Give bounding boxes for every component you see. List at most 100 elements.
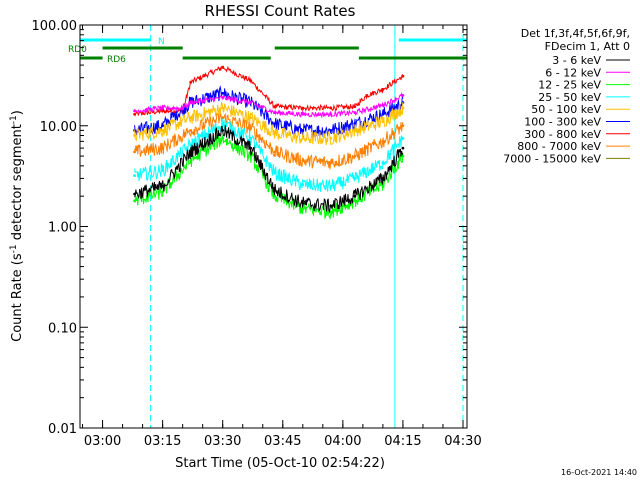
data-point	[401, 146, 405, 150]
data-point	[401, 136, 405, 140]
data-point	[301, 112, 305, 116]
x-tick-label: 04:15	[384, 434, 421, 449]
legend-label: 300 - 800 keV	[524, 128, 601, 141]
data-point	[189, 143, 193, 147]
flag-label-rd6: RD6	[107, 55, 126, 65]
series-25-50-kev	[133, 118, 405, 192]
data-point	[221, 96, 225, 100]
data-point	[381, 87, 385, 91]
data-point	[221, 136, 225, 140]
data-point	[161, 106, 165, 110]
data-point	[249, 154, 253, 158]
data-point	[133, 174, 137, 178]
x-tick-label: 03:30	[204, 434, 241, 449]
data-point	[221, 91, 225, 95]
data-point	[249, 116, 253, 120]
data-point	[221, 106, 225, 110]
legend-label: 6 - 12 keV	[545, 66, 601, 79]
footer-timestamp: 16-Oct-2021 14:40	[561, 468, 637, 477]
data-point	[329, 185, 333, 188]
y-tick-label: 0.01	[48, 422, 77, 437]
data-point	[401, 154, 405, 158]
series-line	[134, 85, 404, 138]
chart-title: RHESSI Count Rates	[205, 2, 356, 20]
data-point	[221, 122, 225, 125]
data-point	[221, 65, 225, 69]
data-point	[353, 177, 357, 180]
series-50-100-kev	[133, 101, 405, 145]
data-point	[133, 112, 137, 116]
data-point	[161, 109, 165, 113]
data-point	[353, 199, 357, 203]
data-point	[353, 154, 357, 158]
data-point	[329, 136, 333, 140]
series-line	[134, 91, 404, 119]
legend-label: 25 - 50 keV	[538, 91, 601, 104]
legend-label: 12 - 25 keV	[538, 79, 601, 92]
series-line	[134, 101, 404, 145]
x-tick-label: 04:00	[324, 434, 361, 449]
data-point	[189, 150, 193, 154]
data-point	[301, 159, 305, 163]
data-point	[189, 80, 193, 84]
data-point	[401, 94, 405, 97]
data-point	[353, 129, 357, 132]
legend-label: 100 - 300 keV	[524, 116, 601, 129]
data-point	[249, 126, 253, 130]
data-point	[161, 129, 165, 132]
flag-label-n: N	[158, 37, 165, 47]
data-point	[189, 159, 193, 163]
data-point	[381, 112, 385, 116]
series-line	[134, 125, 404, 214]
data-point	[301, 183, 305, 187]
x-axis-label: Start Time (05-Oct-10 02:54:22)	[175, 456, 385, 471]
data-point	[365, 94, 369, 97]
data-point	[249, 146, 253, 150]
data-point	[133, 192, 137, 196]
data-point	[221, 129, 225, 132]
x-tick-label: 03:00	[84, 434, 121, 449]
data-point	[249, 101, 253, 104]
y-axis: 0.01 0.10 1.00 10.00 100.00	[32, 19, 467, 437]
legend-label: 7000 - 15000 keV	[503, 152, 601, 165]
data-point	[329, 106, 333, 110]
plot-frame	[79, 24, 468, 429]
legend: Det 1f,3f,4f,5f,6f,9f,FDecim 1, Att 03 -…	[503, 27, 630, 165]
data-point	[161, 146, 165, 150]
legend-label: 800 - 7000 keV	[517, 140, 601, 153]
data-point	[329, 161, 333, 165]
data-point	[353, 111, 357, 114]
data-point	[273, 194, 277, 198]
data-point	[273, 131, 277, 135]
data-point	[381, 161, 385, 165]
x-tick-label: 03:15	[144, 434, 181, 449]
data-point	[189, 116, 193, 120]
data-point	[381, 103, 385, 107]
data-point	[133, 109, 137, 113]
data-point	[189, 129, 193, 132]
flag-label-rd0: RD0	[68, 45, 87, 55]
y-tick-label: 1.00	[48, 221, 77, 236]
series-3-6-kev	[133, 125, 405, 214]
data-point	[301, 207, 305, 211]
y-tick-label: 0.10	[48, 321, 77, 336]
data-point	[249, 136, 253, 140]
legend-header-1: FDecim 1, Att 0	[545, 40, 630, 53]
data-point	[161, 190, 165, 194]
data-point	[189, 101, 193, 104]
data-point	[273, 122, 277, 125]
data-point	[401, 106, 405, 110]
data-point	[381, 177, 385, 180]
y-tick-label: 10.00	[40, 120, 77, 135]
legend-label: 3 - 6 keV	[552, 54, 601, 67]
legend-label: 50 - 100 keV	[531, 103, 601, 116]
x-tick-label: 03:45	[264, 434, 301, 449]
legend-header-0: Det 1f,3f,4f,5f,6f,9f,	[521, 27, 630, 40]
data-point	[273, 105, 277, 108]
data-point	[301, 106, 305, 110]
x-tick-label: 04:30	[444, 434, 481, 449]
data-point	[381, 120, 385, 123]
series-line	[134, 112, 404, 170]
data-point	[161, 169, 165, 172]
